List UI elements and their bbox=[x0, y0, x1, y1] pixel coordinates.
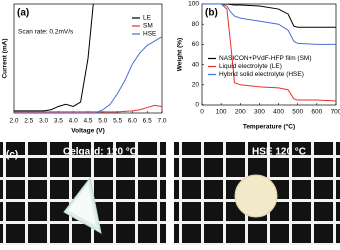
plot-area bbox=[202, 4, 336, 102]
legend-label: HSE bbox=[143, 31, 157, 38]
y-tick-label: 80 bbox=[192, 21, 200, 28]
panel-label: (b) bbox=[205, 8, 218, 19]
y-axis-label: Current (mA) bbox=[2, 38, 9, 78]
photo-caption: HSE 120 °C bbox=[252, 147, 306, 158]
photo-left bbox=[0, 142, 166, 245]
photo-caption: Celgard: 120 °C bbox=[63, 147, 137, 158]
x-tick-label: 7.0 bbox=[157, 118, 166, 125]
y-tick-label: 20 bbox=[192, 82, 200, 89]
x-tick-label: 3.0 bbox=[39, 118, 48, 125]
series-line bbox=[202, 4, 336, 28]
x-tick-label: 6.5 bbox=[143, 118, 152, 125]
x-tick-label: 6.0 bbox=[128, 118, 137, 125]
x-tick-label: 4.5 bbox=[83, 118, 92, 125]
y-tick-label: 60 bbox=[192, 41, 200, 48]
legend-label: LE bbox=[143, 15, 152, 22]
panel-label: (c) bbox=[6, 150, 18, 161]
legend-label: Hybrid solid electrolyte (HSE) bbox=[219, 71, 304, 78]
legend-label: SM bbox=[143, 23, 153, 30]
x-tick-label: 600 bbox=[311, 109, 322, 116]
x-tick-label: 300 bbox=[254, 109, 265, 116]
legend-label: Liquid electrolyte (LE) bbox=[219, 63, 282, 70]
series-line bbox=[14, 104, 162, 113]
x-tick-label: 0 bbox=[200, 109, 204, 116]
x-tick-label: 100 bbox=[216, 109, 227, 116]
y-axis-label: Weight (%) bbox=[177, 38, 184, 71]
x-tick-label: 400 bbox=[273, 109, 284, 116]
x-tick-label: 500 bbox=[292, 109, 303, 116]
x-tick-label: 4.0 bbox=[69, 118, 78, 125]
photo-right bbox=[174, 142, 340, 245]
x-axis-label: Voltage (V) bbox=[71, 128, 104, 135]
legend-label: NASICON+PVdF-HFP film (SM) bbox=[219, 55, 312, 62]
series-line bbox=[14, 36, 162, 113]
series-line bbox=[202, 4, 336, 45]
x-axis-label: Temperature (°C) bbox=[243, 123, 295, 131]
x-tick-label: 200 bbox=[235, 109, 246, 116]
x-tick-label: 700 bbox=[331, 109, 340, 116]
panel-label: (a) bbox=[17, 8, 29, 19]
series-line bbox=[202, 4, 336, 102]
y-tick-label: 100 bbox=[188, 1, 199, 8]
x-tick-label: 5.0 bbox=[98, 118, 107, 125]
x-tick-label: 2.5 bbox=[24, 118, 33, 125]
x-tick-label: 5.5 bbox=[113, 118, 122, 125]
y-tick-label: 0 bbox=[195, 102, 199, 109]
y-tick-label: 40 bbox=[192, 61, 200, 68]
plot-area bbox=[14, 4, 162, 113]
x-tick-label: 3.5 bbox=[54, 118, 63, 125]
series-line bbox=[14, 4, 94, 112]
plot-frame bbox=[201, 3, 337, 106]
x-tick-label: 2.0 bbox=[9, 118, 18, 125]
annotation: Scan rate: 0.2mV/s bbox=[18, 29, 74, 36]
